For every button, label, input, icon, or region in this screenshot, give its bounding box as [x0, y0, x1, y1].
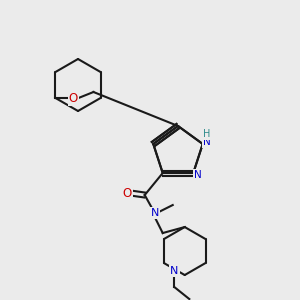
Text: N: N: [203, 137, 211, 147]
Text: O: O: [122, 187, 131, 200]
Text: N: N: [170, 266, 178, 276]
Text: N: N: [194, 170, 202, 180]
Text: O: O: [69, 92, 78, 104]
Text: N: N: [151, 208, 159, 218]
Text: H: H: [203, 129, 210, 139]
